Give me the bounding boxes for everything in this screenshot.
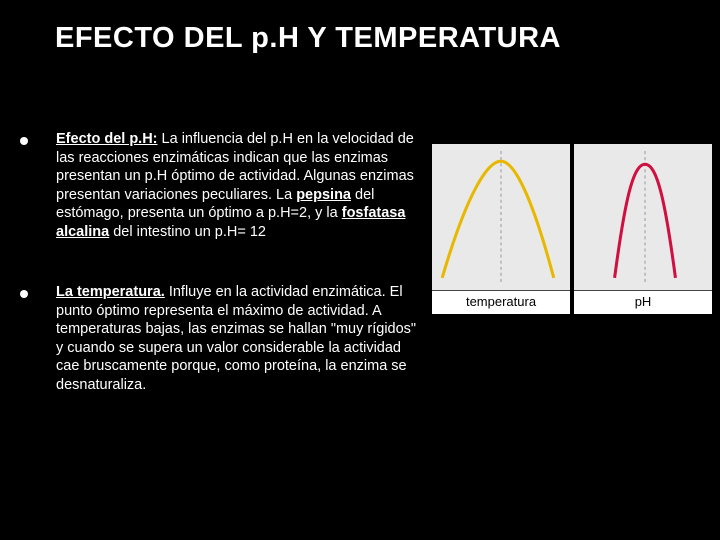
bullet-icon [20,137,28,145]
plot-temperature [432,144,570,291]
content-area: Efecto del p.H: La influencia del p.H en… [20,130,420,437]
bullet-item: La temperatura. Influye en la actividad … [20,283,420,394]
text-seg: del intestino un p.H= 12 [109,224,266,240]
chart-panel-temperature: temperatura [432,144,570,314]
curve-temperature [432,144,570,290]
paragraph-temp: La temperatura. Influye en la actividad … [56,283,420,394]
curve-path [442,161,554,278]
x-axis-label: pH [574,291,712,314]
plot-ph [574,144,712,291]
paragraph-ph: Efecto del p.H: La influencia del p.H en… [56,130,420,241]
page-title: EFECTO DEL p.H Y TEMPERATURA [55,22,561,55]
curve-ph [574,144,712,290]
bullet-icon [20,290,28,298]
lead-label: Efecto del p.H: [56,131,158,147]
text-seg: Influye en la actividad enzimática. El p… [56,284,416,393]
lead-label: La temperatura. [56,284,165,300]
charts-container: temperatura pH [432,144,712,314]
term-pepsina: pepsina [296,187,351,203]
x-axis-label: temperatura [432,291,570,314]
bullet-item: Efecto del p.H: La influencia del p.H en… [20,130,420,241]
chart-panel-ph: pH [574,144,712,314]
